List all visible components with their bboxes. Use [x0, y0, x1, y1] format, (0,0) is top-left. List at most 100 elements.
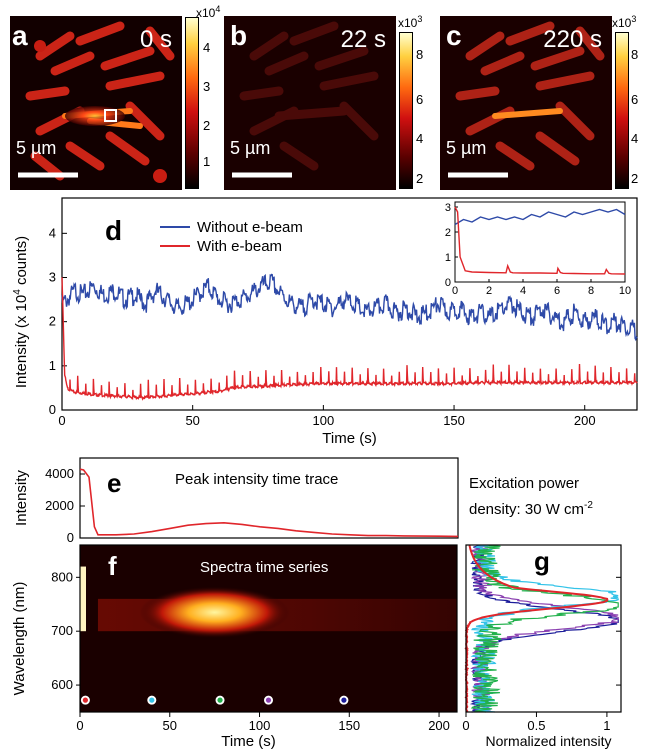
heatmap-hotspot	[139, 586, 290, 639]
x-tick-label-g: 1	[603, 718, 610, 733]
x-tick-label-d: 50	[185, 413, 199, 428]
plot-frame-g	[465, 544, 622, 713]
x-tick-label-f: 100	[249, 718, 271, 733]
micrograph-a: a 0 s 5 µm	[10, 16, 182, 190]
legend-label-without-ebeam: Without e-beam	[197, 219, 303, 236]
y-tick-label-f: 600	[51, 677, 73, 692]
spectrum-line	[470, 544, 619, 713]
inset-x-tick-label: 0	[452, 285, 458, 297]
scale-label-c: 5 µm	[446, 138, 487, 158]
chart-e: 0 2000 4000 Intensity Peak intensity time tr…	[13, 457, 459, 545]
x-tick-label-d: 200	[574, 413, 596, 428]
x-axis-label-g: Normalized intensity	[485, 733, 611, 749]
time-marker-dot	[149, 697, 155, 703]
x-axis-label-d: Time (s)	[322, 430, 376, 447]
panel-letter-d: d	[105, 215, 122, 246]
colorbar-a-tick: 1	[203, 154, 211, 169]
micrograph-b: b 22 s 5 µm	[224, 16, 396, 190]
micrograph-b-image	[224, 16, 396, 190]
panel-letter-f: f	[108, 551, 117, 581]
panel-letter-b: b	[230, 20, 248, 51]
roi-box	[104, 109, 117, 122]
scale-label-a: 5 µm	[16, 138, 57, 158]
x-tick-label-f: 0	[76, 718, 83, 733]
x-tick-label-d: 150	[443, 413, 465, 428]
inset-y-tick-label: 0	[445, 277, 451, 289]
time-marker-dot	[265, 697, 272, 703]
excitation-power-line2: density: 30 W cm-2	[469, 500, 593, 518]
x-tick-label-g: 0.5	[527, 718, 545, 733]
chart-title-e: Peak intensity time trace	[175, 471, 338, 488]
spectrum-line	[470, 544, 619, 713]
y-axis-label-d: Intensity (x 104 counts)	[12, 236, 30, 388]
colorbar-b-tick: 4	[416, 131, 424, 146]
y-tick-label-f: 800	[51, 569, 73, 584]
panel-letter-a: a	[12, 20, 28, 51]
micrograph-c-image	[440, 16, 612, 190]
inset-line-without-ebeam	[454, 208, 626, 226]
heatmap-initial-peak	[80, 566, 86, 632]
inset-x-tick-label: 6	[554, 285, 560, 297]
inset-y-tick-label: 1	[445, 252, 451, 264]
x-tick-label-d: 100	[313, 413, 335, 428]
inset-y-tick-label: 3	[445, 202, 451, 214]
micrograph-c: c 220 s 5 µm	[440, 16, 612, 190]
colorbar-c-tick: 2	[631, 171, 639, 186]
chart-title-f: Spectra time series	[200, 559, 328, 576]
colorbar-b	[399, 32, 413, 189]
inset-line-with-ebeam	[454, 206, 626, 275]
inset-x-tick-label: 2	[486, 285, 492, 297]
y-axis-label-f: Wavelength (nm)	[11, 582, 28, 696]
colorbar-c-exponent: x103	[612, 14, 637, 30]
colorbar-c-tick: 4	[631, 131, 639, 146]
colorbar-a	[185, 17, 199, 189]
x-tick-label-g: 0	[462, 718, 469, 733]
colorbar-a-tick: 4	[203, 40, 211, 55]
colorbar-b-tick: 6	[416, 92, 424, 107]
colorbar-b-tick: 2	[416, 171, 424, 186]
y-axis-label-e: Intensity	[13, 470, 30, 526]
x-tick-label-f: 50	[163, 718, 177, 733]
colorbar-a-tick: 3	[203, 79, 211, 94]
y-tick-label-d: 1	[49, 358, 56, 373]
plot-frame-d	[61, 197, 638, 411]
time-marker-dot	[82, 697, 88, 703]
colorbar-b-tick: 8	[416, 47, 424, 62]
x-axis-label-f: Time (s)	[221, 733, 275, 750]
x-tick-label-f: 200	[428, 718, 450, 733]
y-tick-label-d: 0	[49, 402, 56, 417]
x-tick-label-d: 0	[58, 413, 65, 428]
y-tick-label-e: 4000	[45, 466, 74, 481]
inset-x-tick-label: 10	[619, 285, 631, 297]
excitation-power-line1: Excitation power	[469, 475, 580, 492]
panel-letter-g: g	[534, 546, 550, 576]
inset-x-tick-label: 8	[588, 285, 594, 297]
plot-frame-f	[79, 544, 458, 713]
series-line-peak-intensity	[79, 468, 459, 538]
colorbar-a-exponent: x104	[196, 4, 221, 20]
excitation-power-note: Excitation power density: 30 W cm-2	[469, 473, 593, 521]
y-tick-label-f: 700	[51, 623, 73, 638]
chart-f: 0 50 100 150 200 600 700 800 Time (s) Wavelength …	[11, 544, 458, 750]
inset-frame-d	[454, 201, 626, 283]
y-tick-label-d: 2	[49, 314, 56, 329]
plot-frame-e	[79, 457, 459, 539]
y-tick-label-e: 0	[67, 530, 74, 545]
colorbar-a-tick: 2	[203, 118, 211, 133]
time-marker-dot	[341, 697, 347, 703]
series-line-with-ebeam	[61, 277, 638, 401]
panel-letter-e: e	[107, 468, 121, 498]
series-line-without-ebeam	[61, 273, 638, 342]
colorbar-c-tick: 6	[631, 92, 639, 107]
inset-y-tick-label: 2	[445, 227, 451, 239]
time-label-c: 220 s	[543, 26, 602, 53]
x-tick-label-f: 150	[338, 718, 360, 733]
scale-label-b: 5 µm	[230, 138, 271, 158]
micrograph-a-image	[10, 16, 182, 190]
inset-x-tick-label: 4	[520, 285, 526, 297]
y-tick-label-e: 2000	[45, 498, 74, 513]
legend-label-with-ebeam: With e-beam	[197, 238, 282, 255]
panel-letter-c: c	[446, 20, 462, 51]
